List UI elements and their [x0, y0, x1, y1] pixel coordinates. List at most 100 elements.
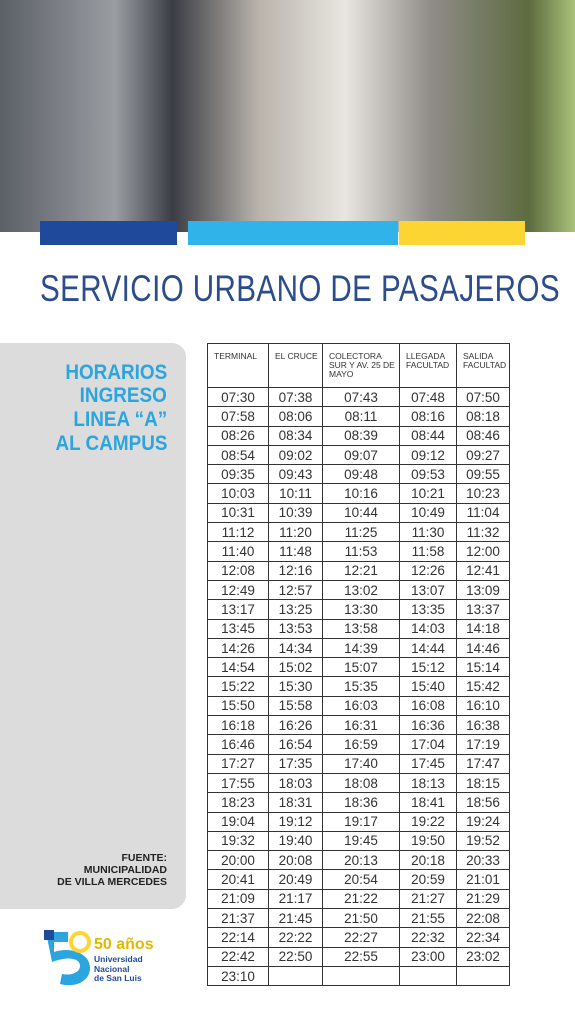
- cell: 12:16: [268, 560, 323, 581]
- row: 09:35 09:43 09:48 09:53 09:55: [207, 464, 511, 485]
- cell: 15:14: [455, 657, 511, 678]
- cell: 23:10: [207, 965, 269, 987]
- cell: 08:06: [268, 406, 323, 427]
- photo: [0, 0, 575, 232]
- row: 23:10: [207, 965, 511, 987]
- cell: 14:46: [455, 637, 511, 659]
- cell: 19:12: [268, 811, 323, 832]
- row: 20:00 20:08 20:13 20:18 20:33: [207, 850, 511, 871]
- cell: 12:57: [268, 579, 323, 601]
- cell: 09:27: [455, 444, 511, 466]
- column-header: EL CRUCE: [268, 343, 323, 388]
- cell: 08:54: [207, 444, 269, 466]
- cell: 14:03: [399, 618, 457, 639]
- heading-line: HORARIOS: [65, 361, 167, 384]
- column-header: COLECTORA SUR Y AV. 25 DE MAYO: [322, 343, 400, 388]
- cell: 20:41: [207, 869, 269, 890]
- logo-years: 50 años: [94, 936, 154, 953]
- empty-cell: [455, 965, 511, 987]
- row: 14:26 14:34 14:39 14:44 14:46: [207, 637, 511, 659]
- cell: 19:17: [322, 811, 400, 832]
- cell: 08:16: [399, 406, 457, 427]
- schedule-table: TERMINAL EL CRUCE COLECTORA SUR Y AV. 25 D…: [207, 343, 511, 987]
- cell: 10:49: [399, 502, 457, 524]
- color-bar: [399, 221, 525, 245]
- cell: 14:39: [322, 637, 400, 659]
- cell: 15:02: [268, 657, 323, 678]
- cell: 19:52: [455, 830, 511, 852]
- cell: 11:25: [322, 522, 400, 543]
- cell: 09:35: [207, 464, 269, 485]
- cell: 12:21: [322, 560, 400, 581]
- row: 22:42 22:50 22:55 23:00 23:02: [207, 946, 511, 967]
- color-bar: [40, 221, 177, 245]
- cell: 20:59: [399, 869, 457, 890]
- row: 21:37 21:45 21:50 21:55 22:08: [207, 908, 511, 929]
- cell: 20:00: [207, 850, 269, 871]
- cell: 18:31: [268, 792, 323, 813]
- cell: 17:55: [207, 772, 269, 794]
- cell: 19:22: [399, 811, 457, 832]
- cell: 11:32: [455, 522, 511, 543]
- cell: 17:40: [322, 753, 400, 774]
- cell: 18:13: [399, 772, 457, 794]
- cell: 19:24: [455, 811, 511, 832]
- cell: 13:45: [207, 618, 269, 639]
- cell: 08:18: [455, 406, 511, 427]
- cell: 16:36: [399, 715, 457, 736]
- cell: 09:12: [399, 444, 457, 466]
- heading-line: LINEA “A”: [73, 408, 167, 431]
- cell: 08:46: [455, 425, 511, 446]
- cell: 19:04: [207, 811, 269, 832]
- row: 16:46 16:54 16:59 17:04 17:19: [207, 734, 511, 755]
- cell: 16:46: [207, 734, 269, 755]
- cell: 12:26: [399, 560, 457, 581]
- row: 10:03 10:11 10:16 10:21 10:23: [207, 483, 511, 504]
- cell: 10:23: [455, 483, 511, 504]
- cell: 21:27: [399, 888, 457, 910]
- cell: 07:43: [322, 386, 400, 408]
- cell: 13:09: [455, 579, 511, 601]
- cell: 20:08: [268, 850, 323, 871]
- cell: 16:31: [322, 715, 400, 736]
- source-line: FUENTE:: [121, 852, 168, 864]
- empty-cell: [322, 965, 400, 987]
- cell: 15:30: [268, 676, 323, 697]
- cell: 10:44: [322, 502, 400, 524]
- cell: 16:10: [455, 695, 511, 717]
- cell: 21:22: [322, 888, 400, 910]
- cell: 20:18: [399, 850, 457, 871]
- cell: 21:45: [268, 908, 323, 929]
- cell: 18:36: [322, 792, 400, 813]
- cell: 11:53: [322, 541, 400, 562]
- cell: 15:12: [399, 657, 457, 678]
- cell: 22:27: [322, 927, 400, 948]
- source-line: MUNICIPALIDAD: [83, 864, 167, 876]
- cell: 16:38: [455, 715, 511, 736]
- heading-line: AL CAMPUS: [54, 432, 167, 455]
- cell: 09:07: [322, 444, 400, 466]
- cell: 07:30: [207, 386, 269, 408]
- row: 17:27 17:35 17:40 17:45 17:47: [207, 753, 511, 774]
- cell: 21:09: [207, 888, 269, 910]
- row: 17:55 18:03 18:08 18:13 18:15: [207, 772, 511, 794]
- cell: 10:21: [399, 483, 457, 504]
- column-header: SALIDA FACULTAD: [455, 343, 511, 388]
- cell: 16:54: [268, 734, 323, 755]
- heading-line: INGRESO: [79, 384, 167, 407]
- cell: 08:34: [268, 425, 323, 446]
- cell: 22:14: [207, 927, 269, 948]
- cell: 16:03: [322, 695, 400, 717]
- cell: 08:11: [322, 406, 400, 427]
- row: 21:09 21:17 21:22 21:27 21:29: [207, 888, 511, 910]
- cell: 20:54: [322, 869, 400, 890]
- cell: 09:53: [399, 464, 457, 485]
- cell: 13:07: [399, 579, 457, 601]
- logo-line: Nacional: [94, 963, 130, 974]
- cell: 22:34: [455, 927, 511, 948]
- cell: 21:55: [399, 908, 457, 929]
- cell: 21:29: [455, 888, 511, 910]
- cell: 17:19: [455, 734, 511, 755]
- cell: 18:15: [455, 772, 511, 794]
